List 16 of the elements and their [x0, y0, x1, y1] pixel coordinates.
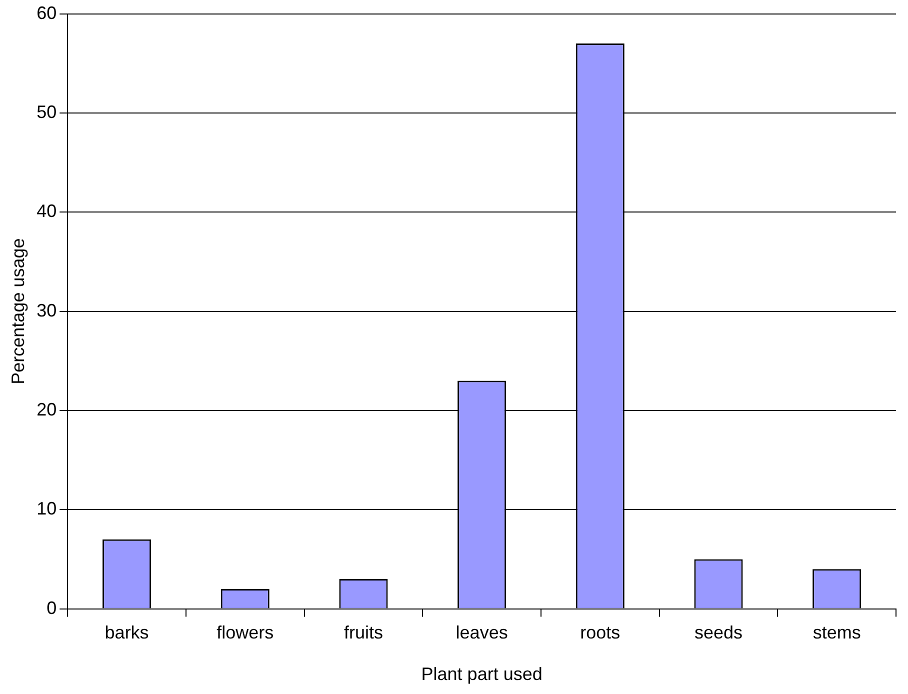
x-tick-label: fruits [344, 622, 383, 643]
y-tick-label: 0 [46, 598, 57, 618]
x-tick-label: flowers [216, 622, 274, 643]
y-tick-label: 40 [36, 201, 57, 222]
y-tick-label: 20 [36, 399, 57, 420]
y-tick-label: 30 [36, 300, 57, 320]
y-tick-label: 60 [36, 2, 57, 23]
x-tick-label: roots [580, 622, 620, 643]
x-tick-label: leaves [456, 622, 508, 643]
y-axis-title: Percentage usage [8, 238, 28, 384]
y-tick-label: 10 [36, 498, 57, 519]
y-tick-label: 50 [36, 102, 57, 122]
x-tick-label: stems [812, 622, 861, 643]
x-tick-label: barks [104, 622, 149, 643]
x-tick-label: seeds [694, 622, 743, 643]
x-axis-title: Plant part used [421, 664, 542, 684]
